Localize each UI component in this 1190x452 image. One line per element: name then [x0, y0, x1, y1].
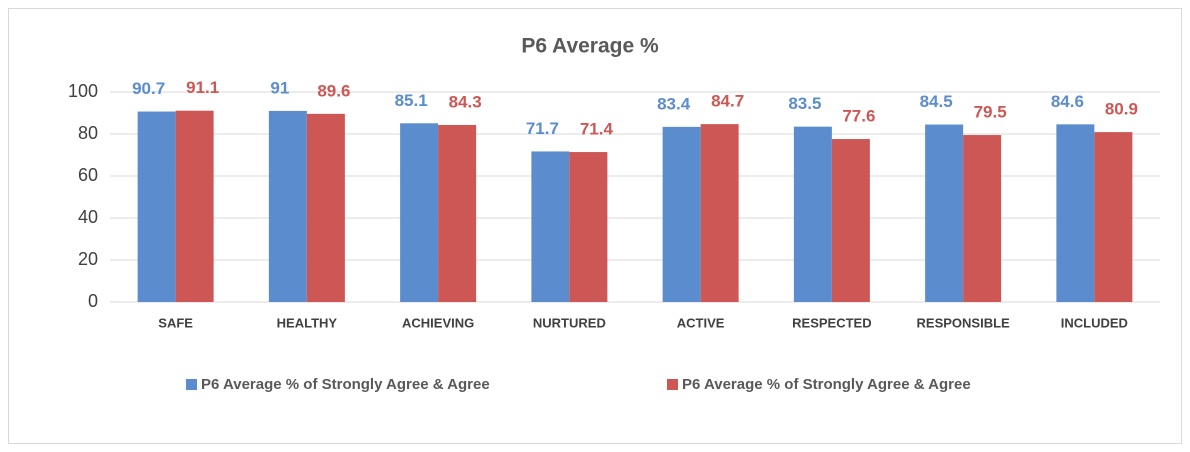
legend-label: P6 Average % of Strongly Agree & Agree — [682, 376, 971, 393]
y-tick-label: 20 — [78, 249, 98, 269]
y-tick-label: 40 — [78, 207, 98, 227]
x-tick-label: NURTURED — [533, 315, 606, 330]
legend-swatch — [186, 379, 197, 390]
data-label: 84.5 — [920, 92, 953, 111]
data-label: 77.6 — [842, 107, 875, 126]
x-tick-label: ACHIEVING — [402, 315, 474, 330]
x-tick-label: HEALTHY — [277, 315, 338, 330]
x-tick-label: RESPONSIBLE — [917, 315, 1011, 330]
data-label: 79.5 — [974, 103, 1007, 122]
bar — [925, 124, 964, 302]
bar — [438, 124, 477, 302]
data-label: 80.9 — [1105, 100, 1138, 119]
bar — [963, 135, 1002, 302]
bar — [700, 124, 739, 302]
bar — [400, 123, 439, 302]
data-label: 84.6 — [1051, 92, 1084, 111]
data-label: 91.1 — [186, 78, 219, 97]
bar — [175, 110, 214, 302]
x-tick-label: SAFE — [158, 315, 193, 330]
data-label: 71.4 — [580, 120, 614, 139]
bar — [306, 113, 345, 302]
y-tick-label: 100 — [68, 81, 98, 101]
y-tick-label: 80 — [78, 123, 98, 143]
x-tick-label: ACTIVE — [677, 315, 725, 330]
data-label: 90.7 — [132, 79, 165, 98]
bar — [831, 139, 870, 302]
bar — [662, 126, 701, 302]
y-tick-label: 60 — [78, 165, 98, 185]
data-label: 84.3 — [449, 92, 482, 111]
x-tick-label: INCLUDED — [1061, 315, 1128, 330]
bar — [137, 111, 176, 302]
bar — [531, 151, 570, 302]
data-label: 85.1 — [395, 91, 428, 110]
bar — [793, 126, 832, 303]
data-label: 71.7 — [526, 119, 559, 138]
y-tick-label: 0 — [88, 291, 98, 311]
data-label: 91 — [270, 78, 289, 97]
data-label: 83.4 — [657, 94, 691, 113]
legend-label: P6 Average % of Strongly Agree & Agree — [201, 376, 490, 393]
legend-swatch — [667, 379, 678, 390]
data-label: 83.5 — [788, 94, 821, 113]
data-label: 84.7 — [711, 92, 744, 111]
bar — [268, 110, 307, 303]
bar — [569, 152, 608, 302]
data-label: 89.6 — [317, 81, 350, 100]
bar — [1094, 132, 1133, 302]
chart-title: P6 Average % — [521, 35, 659, 58]
bar — [1056, 124, 1095, 302]
x-tick-label: RESPECTED — [792, 315, 871, 330]
